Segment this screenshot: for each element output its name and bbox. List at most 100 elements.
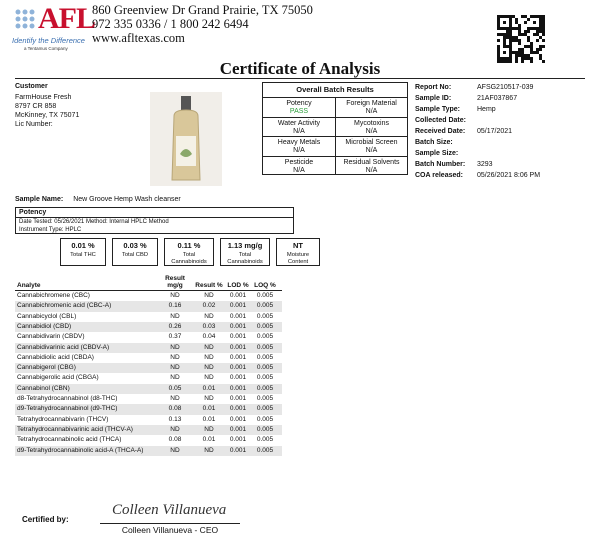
table-cell: ND [170, 395, 180, 402]
batch-cell: Pesticide N/A [263, 155, 335, 176]
customer-label: Customer [15, 83, 48, 90]
table-cell: Tetrahydrocannabinolic acid (THCA) [17, 436, 122, 444]
table-cell: ND [204, 395, 214, 402]
report-label: Collected Date: [415, 117, 466, 124]
table-cell: Cannabidiolic acid (CBDA) [17, 353, 94, 361]
table-cell: 0.08 [168, 405, 182, 413]
table-cell: d9-Tetrahydrocannabinolic acid-A (THCA-A… [17, 446, 144, 454]
table-cell: 0.005 [256, 292, 274, 299]
address-line: 860 Greenview Dr Grand Prairie, TX 75050 [92, 3, 313, 17]
report-row: Sample ID: 21AF037867 [415, 93, 585, 104]
table-cell: ND [170, 292, 180, 299]
table-header-cell: Analyte [17, 282, 41, 289]
table-cell: 0.001 [229, 384, 247, 392]
table-cell: 0.001 [229, 374, 247, 382]
batch-cell: Mycotoxins N/A [335, 116, 407, 136]
table-row: Cannabidivarinic acid (CBDV-A) ND ND 0.001 0… [15, 342, 282, 353]
batch-cell-name: Residual Solvents [343, 158, 400, 166]
batch-cell-name: Potency [286, 100, 312, 107]
table-cell: 0.001 [229, 395, 247, 402]
potency-line: Instrument Type: HPLC [19, 227, 82, 233]
table-row: Cannabigerolic acid (CBGA) ND ND 0.001 0.005 [15, 373, 282, 383]
report-row: COA released: 05/26/2021 8:06 PM [415, 170, 585, 181]
logo-dots [15, 9, 35, 29]
table-header-cell: LOD % [227, 282, 249, 289]
table-row: d9-Tetrahydrocannabinol (d9-THC) 0.08 0.01… [15, 404, 282, 415]
batch-cell-value: N/A [365, 108, 378, 115]
table-cell: ND [204, 364, 214, 372]
summary-box: 1.13 mg/g Total Cannabinoids [220, 238, 270, 266]
table-cell: 0.005 [256, 302, 274, 310]
table-header-cell: Result % [195, 282, 223, 289]
table-cell: 0.005 [256, 364, 274, 372]
batch-results: Overall Batch Results Potency PASS Foreign… [262, 82, 408, 175]
table-cell: 0.04 [202, 333, 216, 341]
table-row: Cannabidivarin (CBDV) 0.37 0.04 0.001 0.005 [15, 332, 282, 342]
batch-cell: Residual Solvents N/A [335, 155, 407, 175]
table-cell: d8-Tetrahydrocannabinol (d8-THC) [17, 395, 118, 402]
batch-cell: Microbial Screen N/A [335, 136, 407, 156]
table-cell: Cannabidiol (CBD) [17, 322, 72, 330]
table-row: Cannabigerol (CBG) ND ND 0.001 0.005 [15, 363, 282, 374]
tagline: Identify the Difference [12, 36, 85, 45]
sample: Sample Name: New Groove Hemp Wash cleans… [15, 195, 181, 204]
table-cell: 0.03 [202, 322, 216, 330]
batch-cell: Water Activity N/A [263, 116, 335, 137]
report-row: Collected Date: [415, 115, 585, 126]
batch-cell-value: N/A [293, 127, 305, 135]
table-cell: 0.001 [229, 322, 247, 330]
rule [15, 78, 585, 79]
batch-cell-name: Foreign Material [346, 100, 397, 107]
table-cell: 0.37 [168, 333, 182, 341]
table-cell: 0.001 [229, 405, 247, 413]
table-cell: ND [204, 292, 214, 299]
table-cell: 0.001 [229, 343, 247, 351]
table-cell: Tetrahydrocannabivarin (THCV) [17, 415, 109, 423]
table-cell: 0.16 [168, 302, 182, 310]
table-row: Tetrahydrocannabivarinic acid (THCV-A) ND… [15, 424, 282, 436]
table-header: Analyte Result mg/g Result % LOD % LOQ % [15, 270, 282, 291]
signer-name: Colleen Villanueva - CEO [121, 525, 219, 535]
table-row: Cannabinol (CBN) 0.05 0.01 0.001 0.005 [15, 383, 282, 394]
qr-code [497, 15, 545, 63]
report-value: 05/17/2021 [477, 128, 513, 135]
batch-cell-value: N/A [365, 147, 378, 154]
table-cell: 0.001 [229, 353, 247, 361]
table-cell: 0.005 [256, 322, 274, 330]
table-cell: 0.005 [256, 436, 274, 444]
table-row: Tetrahydrocannabinolic acid (THCA) 0.08 0.… [15, 435, 282, 445]
product-photo [150, 92, 222, 186]
summary-label: Total THC [70, 252, 96, 258]
summary-box: 0.03 % Total CBD [112, 238, 158, 266]
table-cell: 0.01 [202, 436, 216, 444]
table-cell: 0.005 [256, 343, 274, 351]
table-cell: ND [204, 343, 214, 351]
table-row: Cannabicyclol (CBL) ND ND 0.001 0.005 [15, 312, 282, 322]
sample-label: Sample Name: [15, 196, 64, 203]
report-value: 05/26/2021 8:06 PM [477, 172, 541, 179]
customer-line: McKinney, TX 75071 [15, 112, 80, 119]
report-value: AFSG210517-039 [477, 84, 534, 91]
table-cell: 0.005 [256, 395, 274, 402]
report-value: Hemp [477, 106, 496, 113]
table-cell: 0.01 [202, 405, 216, 413]
table-cell: 0.13 [168, 415, 182, 423]
table-cell: d9-Tetrahydrocannabinol (d9-THC) [17, 405, 118, 413]
table-cell: 0.005 [256, 425, 274, 433]
sample-value: New Groove Hemp Wash cleanser [73, 196, 181, 203]
customer-line: FarmHouse Fresh [15, 94, 72, 101]
table-cell: ND [204, 312, 214, 320]
table-cell: 0.01 [202, 384, 216, 392]
certified-label: Certified by: [22, 515, 69, 524]
report-row: Sample Type: Hemp [415, 104, 585, 115]
summary-label: Total Cannabinoids [171, 252, 207, 265]
report-row: Received Date: 05/17/2021 [415, 126, 585, 137]
report-label: Report No: [415, 84, 452, 91]
table-cell: 0.001 [229, 425, 247, 433]
table-cell: Cannabigerolic acid (CBGA) [17, 374, 99, 382]
table-cell: 0.005 [256, 384, 274, 392]
summary-value: 0.03 % [123, 241, 147, 250]
batch-cell-value: N/A [365, 166, 378, 174]
table-cell: 0.001 [229, 292, 247, 299]
